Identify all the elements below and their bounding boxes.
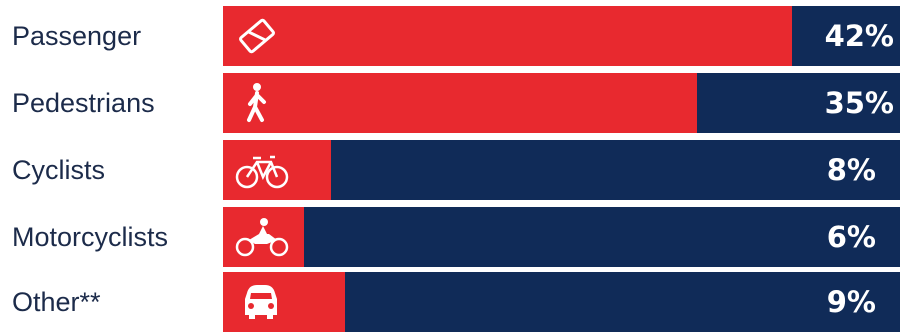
bar-track-pedestrians: 35% [223,73,900,133]
category-label-passenger: Passenger [12,21,142,51]
bicycle-icon [235,155,289,189]
bar-track-cyclists: 8% [223,140,900,200]
category-label-motorcyclists: Motorcyclists [12,222,169,252]
passenger-ticket-icon [239,18,275,54]
bar-pedestrians [223,73,697,133]
bar-track-motorcyclists: 6% [223,207,900,267]
value-label-passenger: 42% [824,19,894,53]
value-label-cyclists: 8% [826,153,876,187]
bar-track-other: 9% [223,272,900,332]
category-label-pedestrians: Pedestrians [12,88,155,118]
car-icon [245,285,277,319]
value-label-other: 9% [826,285,876,319]
category-label-other: Other** [12,287,101,317]
bar-row-cyclists: Cyclists 8% [0,140,902,200]
bar-passenger [223,6,792,66]
value-label-motorcyclists: 6% [826,220,876,254]
bar-other [223,272,345,332]
value-label-pedestrians: 35% [824,86,894,120]
motorcycle-icon [235,218,289,257]
bar-track-passenger: 42% [223,6,900,66]
bar-row-passenger: Passenger 42% [0,6,902,66]
category-label-cyclists: Cyclists [12,155,105,185]
bar-row-other: Other** 9% [0,272,902,332]
pedestrian-icon [247,83,266,122]
bar-row-motorcyclists: Motorcyclists 6% [0,207,902,267]
bar-row-pedestrians: Pedestrians 35% [0,73,902,133]
